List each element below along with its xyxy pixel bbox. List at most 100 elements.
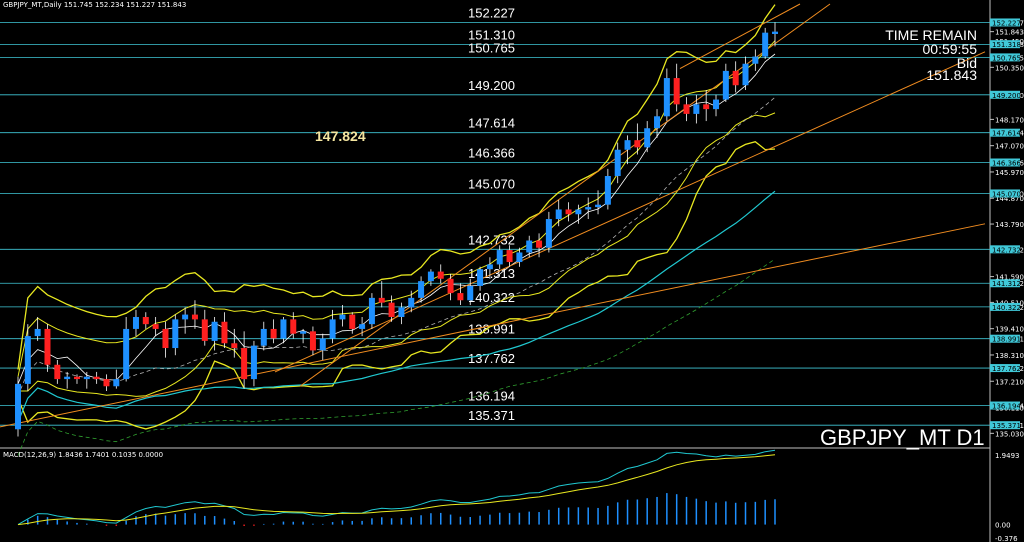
bear-candle: [565, 209, 572, 215]
bull-candle: [614, 149, 621, 177]
bull-candle: [624, 140, 631, 150]
bull-candle: [250, 345, 257, 380]
axis-level-tag: [990, 40, 1020, 49]
bull-candle: [496, 250, 503, 265]
axis-tick-label: 141.590: [995, 274, 1024, 282]
indicator-overlays: [0, 3, 986, 456]
bull-candle: [339, 314, 346, 320]
axis-level-tag: [990, 53, 1020, 62]
level-label: 146.366: [468, 145, 515, 160]
bull-candle: [526, 240, 533, 253]
level-label: 137.762: [468, 351, 515, 366]
level-label: 138.991: [468, 322, 515, 337]
bear-candle: [270, 328, 277, 339]
bear-candle: [142, 316, 149, 325]
bear-candle: [437, 271, 444, 279]
bull-candle: [64, 376, 71, 380]
level-label: 151.310: [468, 27, 515, 42]
axis-tick-label: 144.870: [995, 195, 1024, 203]
bull-candle: [477, 269, 484, 286]
axis-tick-label: 148.170: [995, 116, 1024, 124]
bull-candle: [772, 31, 778, 34]
axis-level-tag-label: 146.366: [992, 159, 1021, 167]
time-remain-value: 00:59:55: [922, 41, 978, 57]
bull-candle: [585, 207, 592, 210]
bear-candle: [457, 293, 464, 301]
axis-level-tag-label: 151.318: [992, 41, 1021, 49]
macd-axis-label: 0.00: [995, 522, 1011, 530]
axis-tick-label: 151.843: [995, 29, 1024, 37]
axis-tick-label: 135.030: [995, 430, 1024, 438]
bear-candle: [309, 331, 316, 351]
bear-candle: [388, 302, 395, 317]
axis-level-tag-label: 137.762: [992, 365, 1021, 373]
bear-candle: [201, 319, 208, 341]
macd-line: [17, 449, 776, 526]
bull-candle: [752, 56, 759, 64]
axis-level-tag-label: 142.732: [992, 246, 1021, 254]
bear-candle: [290, 319, 297, 334]
bull-candle: [545, 219, 552, 248]
bear-candle: [536, 240, 543, 248]
bull-candle: [211, 321, 218, 341]
axis-tick-label: 150.350: [995, 64, 1024, 72]
axis-level-tag-label: 138.991: [992, 336, 1021, 344]
bull-candle: [319, 338, 326, 351]
axis-tick-label: 138.310: [995, 352, 1024, 360]
ma-short: [17, 53, 776, 385]
axis-level-tag-label: 145.070: [992, 190, 1021, 198]
level-label: 145.070: [468, 176, 515, 191]
chart-header: GBPJPY_MT,Daily 151.745 152.234 151.227 …: [3, 1, 187, 9]
axis-level-tag-label: 150.765: [992, 54, 1021, 62]
bull-candle: [368, 297, 375, 325]
level-label: 136.194: [468, 389, 515, 404]
bear-candle: [732, 70, 739, 86]
level-label: 150.765: [468, 40, 515, 55]
axis-level-tag: [990, 158, 1020, 167]
bull-candle: [722, 70, 729, 100]
axis-level-tag: [990, 364, 1020, 373]
candles: [15, 22, 778, 437]
axis-level-tag-label: 149.200: [992, 92, 1021, 100]
axis-level-tag-label: 147.614: [992, 130, 1021, 138]
axis-tick-label: 147.070: [995, 143, 1024, 151]
bull-candle: [604, 176, 611, 205]
bear-candle: [703, 104, 710, 110]
axis-level-tag: [990, 189, 1020, 198]
price-axis: 152.227151.843151.450151.318150.765150.3…: [990, 18, 1024, 438]
axis-tick-label: 139.410: [995, 326, 1024, 334]
channel-upper: [679, 3, 801, 69]
bear-candle: [73, 376, 80, 380]
bull-candle: [742, 63, 749, 86]
ma-very-long: [17, 258, 776, 456]
bear-candle: [673, 78, 680, 105]
bull-candle: [113, 379, 120, 387]
bollinger-upper: [17, 4, 776, 370]
axis-level-tag: [990, 90, 1020, 99]
axis-level-tag: [990, 279, 1020, 288]
axis-level-tag: [990, 18, 1020, 27]
bull-candle: [408, 297, 415, 308]
trendline-mid: [274, 51, 986, 373]
bull-candle: [762, 32, 769, 57]
macd-axis-label: 1.9493: [995, 452, 1020, 460]
axis-level-tag-label: 152.227: [992, 19, 1021, 27]
bull-candle: [516, 252, 523, 263]
axis-level-tag-label: 141.312: [992, 280, 1021, 288]
axis-tick-label: 145.970: [995, 169, 1024, 177]
axis-level-tag: [990, 401, 1020, 410]
axis-level-tag: [990, 245, 1020, 254]
bull-candle: [359, 324, 366, 329]
bear-candle: [378, 297, 385, 303]
bear-candle: [103, 379, 110, 387]
macd-panel: 1.9493 0.00 -0.376: [17, 449, 1020, 542]
bear-candle: [54, 364, 61, 380]
bull-candle: [663, 78, 670, 117]
axis-tick-label: 137.210: [995, 378, 1024, 386]
level-label: 140.322: [468, 290, 515, 305]
axis-level-tag-label: 140.322: [992, 304, 1021, 312]
bollinger-lower: [17, 140, 776, 430]
bull-candle: [172, 319, 179, 349]
bear-candle: [634, 140, 641, 148]
